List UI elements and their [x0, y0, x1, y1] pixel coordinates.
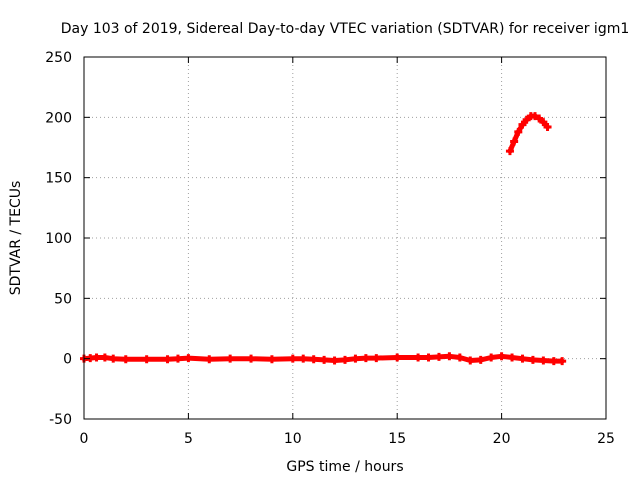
series-segment-2 [505, 112, 552, 156]
y-tick-label: 100 [45, 231, 72, 247]
data-point [92, 353, 101, 362]
series-segment-1 [80, 352, 567, 366]
data-point [558, 357, 567, 366]
data-point [531, 112, 540, 121]
data-point [528, 355, 537, 364]
data-point [351, 354, 360, 363]
data-point [299, 354, 308, 363]
data-point [466, 356, 475, 365]
data-point [247, 354, 256, 363]
data-point [476, 355, 485, 364]
data-point [514, 127, 523, 136]
data-point [142, 355, 151, 364]
data-point [518, 120, 527, 129]
y-axis-ticks: -50 0 50 100 150 200 250 [45, 50, 606, 428]
data-point [330, 356, 339, 365]
data-point [497, 352, 506, 361]
data-point [487, 353, 496, 362]
x-tick-label: 5 [184, 431, 193, 447]
y-axis-label: SDTVAR / TECUs [8, 181, 24, 296]
data-point [163, 355, 172, 364]
data-point [100, 353, 109, 362]
y-tick-label: 250 [45, 50, 72, 66]
grid-lines [84, 57, 606, 419]
x-axis-ticks: 0 5 10 15 20 25 [80, 57, 615, 447]
data-point [288, 354, 297, 363]
data-point [372, 354, 381, 363]
data-point [510, 137, 519, 146]
data-point [173, 354, 182, 363]
data-point [424, 353, 433, 362]
data-point [455, 353, 464, 362]
x-tick-label: 10 [284, 431, 302, 447]
x-tick-label: 0 [80, 431, 89, 447]
data-point [522, 115, 531, 124]
data-point [121, 355, 130, 364]
data-point [518, 354, 527, 363]
data-point [341, 355, 349, 364]
data-point [505, 147, 514, 156]
data-point [434, 352, 443, 361]
data-point [535, 114, 544, 123]
data-point [508, 353, 517, 362]
series-trace [507, 113, 550, 154]
chart-title: Day 103 of 2019, Sidereal Day-to-day VTE… [61, 21, 630, 37]
data-point [393, 353, 402, 362]
data-point [543, 122, 552, 131]
data-point [309, 355, 318, 364]
y-tick-label: -50 [49, 412, 72, 428]
data-series [80, 112, 567, 366]
data-point [414, 353, 423, 362]
data-point [445, 352, 454, 361]
x-tick-label: 15 [388, 431, 406, 447]
y-tick-label: 150 [45, 171, 72, 187]
data-point [539, 356, 548, 365]
x-tick-label: 25 [597, 431, 615, 447]
x-tick-label: 20 [493, 431, 511, 447]
data-point [539, 118, 548, 127]
data-point [320, 355, 329, 364]
y-tick-label: 200 [45, 110, 72, 126]
data-point [267, 355, 276, 364]
data-point [549, 357, 558, 366]
data-point [205, 355, 214, 364]
y-tick-label: 50 [54, 291, 72, 307]
data-point [226, 354, 235, 363]
data-point [109, 354, 118, 363]
data-point [361, 354, 370, 363]
y-tick-label: 0 [63, 352, 72, 368]
data-point [184, 354, 193, 363]
x-axis-label: GPS time / hours [286, 459, 403, 475]
